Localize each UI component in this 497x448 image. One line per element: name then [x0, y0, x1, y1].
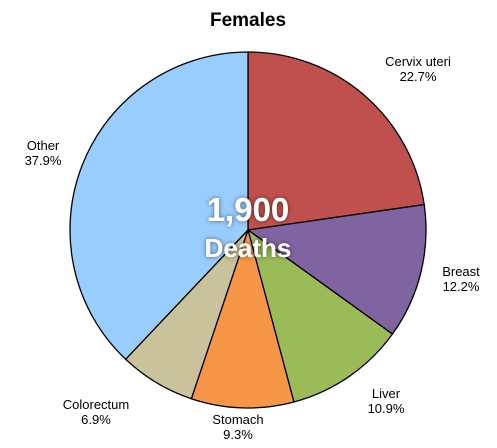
- center-value: 1,900: [207, 191, 290, 228]
- slice-label-name: Other: [27, 138, 60, 153]
- slice-label-percent: 37.9%: [25, 153, 62, 168]
- pie-slice-liver: [246, 228, 394, 403]
- slice-label-percent: 12.2%: [443, 279, 480, 294]
- chart-title: Females: [210, 10, 286, 31]
- pie-slice-cervix-uteri: [247, 51, 425, 231]
- center-label: Deaths: [205, 233, 292, 263]
- slice-label-name: Cervix uteri: [385, 54, 451, 69]
- pie-slice-other: [69, 51, 249, 361]
- slice-label-name: Stomach: [212, 412, 263, 427]
- slice-label-percent: 10.9%: [368, 401, 405, 416]
- slice-label-percent: 9.3%: [223, 427, 253, 442]
- slice-label-name: Breast: [442, 264, 480, 279]
- slice-label-percent: 6.9%: [81, 412, 111, 427]
- center-label-group: 1,900 Deaths: [205, 191, 292, 263]
- pie-slice-stomach: [190, 227, 295, 409]
- slice-label-percent: 22.7%: [400, 69, 437, 84]
- slice-label-name: Colorectum: [63, 397, 129, 412]
- slice-label-name: Liver: [372, 386, 401, 401]
- pie-slice-breast: [246, 203, 427, 335]
- pie-slices: [69, 51, 427, 409]
